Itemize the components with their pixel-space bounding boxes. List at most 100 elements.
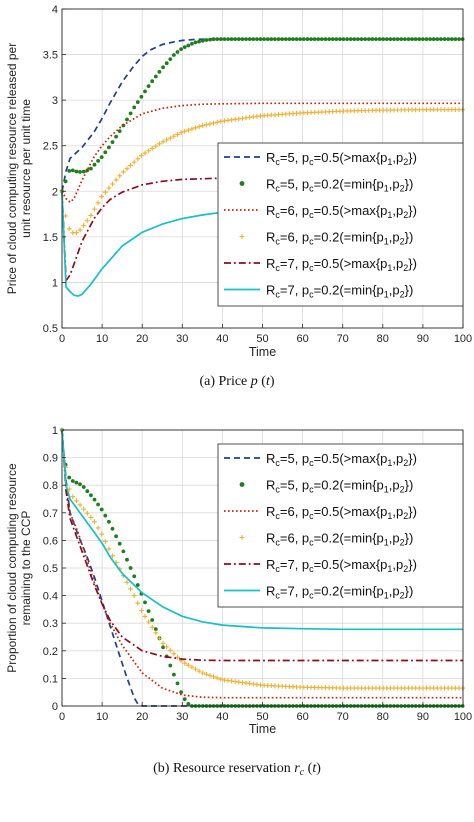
caption-part: r — [294, 761, 300, 776]
legend-label-sub: c — [275, 591, 280, 601]
legend-label-sub: 1 — [384, 184, 389, 194]
data-point — [175, 132, 180, 137]
data-point — [114, 134, 118, 139]
data-point — [164, 137, 170, 143]
data-point — [410, 37, 414, 41]
data-point — [457, 37, 461, 41]
legend-label-text: =0.2(=min{p — [314, 230, 384, 245]
legend-label-text: }) — [405, 584, 414, 599]
y-axis-label-line: unit resource per unit time — [19, 99, 33, 238]
data-point — [149, 146, 155, 151]
data-point — [96, 159, 100, 163]
data-point — [185, 127, 191, 133]
y-tick-label: 3 — [52, 95, 58, 107]
legend-label-text: R — [266, 177, 275, 192]
legend-label-sub: c — [309, 237, 314, 247]
data-point — [319, 37, 324, 41]
data-point — [110, 526, 115, 531]
data-point — [251, 37, 256, 41]
y-axis-label: Proportion of cloud computing resourcere… — [5, 463, 33, 673]
legend-item: Rc=7, pc=0.5(>max{p1,p2}) — [224, 256, 417, 273]
legend-label-text: }) — [405, 283, 414, 298]
data-point — [107, 145, 111, 150]
data-point — [240, 37, 245, 41]
legend-label-text: }) — [405, 531, 414, 546]
legend-label-sub: c — [275, 511, 280, 521]
data-point — [102, 539, 108, 544]
data-point — [125, 117, 129, 122]
legend-label-sub: 2 — [403, 210, 408, 220]
legend-label-text: =6, p — [280, 203, 309, 218]
data-point — [77, 502, 83, 508]
legend-label-sub: 2 — [403, 511, 408, 521]
legend-label-sub: c — [309, 485, 314, 495]
x-tick-label: 70 — [337, 333, 349, 345]
data-point — [178, 130, 184, 136]
data-point — [193, 40, 198, 45]
legend-label-sub: c — [275, 538, 280, 548]
data-point — [138, 153, 144, 158]
data-point — [153, 627, 158, 631]
x-tick-label: 10 — [96, 711, 108, 723]
legend-label-sub: c — [309, 290, 314, 300]
legend-label-sub: c — [309, 263, 314, 273]
data-point — [435, 37, 440, 41]
y-tick-label: 2 — [52, 186, 58, 198]
data-point — [262, 37, 266, 41]
x-tick-label: 30 — [176, 711, 188, 723]
y-tick-label: 1 — [52, 425, 58, 437]
legend-label-sub: c — [275, 458, 280, 468]
data-point — [312, 37, 317, 41]
x-tick-label: 10 — [96, 333, 108, 345]
data-point — [142, 150, 148, 156]
legend-label-text: }) — [408, 256, 417, 271]
data-point — [99, 155, 104, 160]
data-point — [124, 166, 130, 172]
data-point — [175, 681, 180, 686]
legend: Rc=5, pc=0.5(>max{p1,p2})Rc=5, pc=0.2(=m… — [217, 142, 464, 307]
legend-label-sub: c — [309, 210, 314, 220]
x-tick-label: 0 — [59, 333, 65, 345]
legend-label-sub: c — [309, 511, 314, 521]
data-point — [107, 519, 111, 524]
series-1 — [61, 429, 463, 707]
series-5 — [61, 429, 463, 662]
legend-label-text: =7, p — [280, 557, 309, 572]
x-tick-label: 80 — [377, 711, 389, 723]
legend-label: Rc=7, pc=0.2(=min{p1,p2}) — [266, 584, 413, 601]
data-point — [106, 546, 112, 552]
legend-item: Rc=6, pc=0.5(>max{p1,p2}) — [224, 203, 417, 220]
data-point — [121, 549, 126, 554]
data-point — [203, 122, 209, 128]
data-point — [211, 674, 216, 680]
data-point — [138, 608, 144, 613]
data-point — [377, 37, 382, 41]
legend-label-sub: c — [309, 157, 314, 167]
y-tick-label: 0.9 — [43, 453, 58, 465]
data-point — [70, 494, 76, 500]
chart-panel-1: 0 10 20 30 40 50 60 70 80 90 100 0.5 1 1.5 2 2.5 3 3.5 4 Ti… — [5, 4, 472, 389]
legend-label: Rc=7, pc=0.5(>max{p1,p2}) — [266, 557, 417, 574]
data-point — [218, 119, 224, 124]
data-point — [421, 37, 425, 41]
data-point — [125, 557, 129, 562]
legend-label-text: =0.2(=min{p — [314, 531, 384, 546]
data-point — [149, 624, 155, 630]
data-point — [395, 37, 400, 41]
y-tick-label: 0 — [52, 701, 58, 713]
data-point — [359, 37, 364, 41]
data-point — [167, 647, 173, 653]
data-point — [392, 37, 396, 41]
data-point — [168, 57, 173, 61]
legend-swatch — [239, 181, 245, 186]
data-point — [132, 574, 137, 579]
data-point — [150, 79, 155, 84]
legend-box — [217, 142, 464, 307]
y-axis-label-line: Price of cloud computing resource releas… — [5, 43, 19, 294]
legend-label-text: R — [266, 451, 275, 466]
legend-label-text: ,p — [389, 584, 400, 599]
y-tick-label: 0.2 — [43, 646, 58, 658]
legend-label-text: =6, p — [280, 230, 309, 245]
data-point — [143, 600, 147, 605]
legend-label-text: ,p — [392, 451, 403, 466]
